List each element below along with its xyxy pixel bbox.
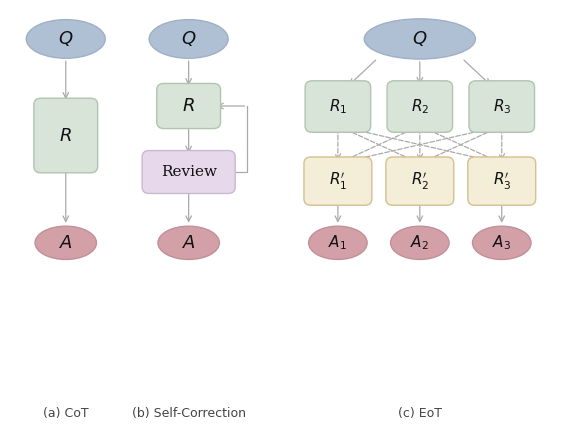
Ellipse shape <box>473 226 531 260</box>
Text: (c) EoT: (c) EoT <box>398 407 442 420</box>
Text: $A$: $A$ <box>182 234 196 252</box>
Text: $Q$: $Q$ <box>181 29 196 48</box>
FancyBboxPatch shape <box>386 157 454 205</box>
FancyBboxPatch shape <box>305 81 370 132</box>
Text: $A$: $A$ <box>59 234 73 252</box>
FancyBboxPatch shape <box>142 150 235 194</box>
Text: $R$: $R$ <box>59 127 72 145</box>
FancyBboxPatch shape <box>468 157 536 205</box>
Text: Review: Review <box>161 165 216 179</box>
Ellipse shape <box>35 226 96 260</box>
Text: $Q$: $Q$ <box>58 29 74 48</box>
Text: (b) Self-Correction: (b) Self-Correction <box>132 407 246 420</box>
Text: $R_3$: $R_3$ <box>493 97 511 116</box>
Ellipse shape <box>309 226 367 260</box>
Text: $R$: $R$ <box>182 97 195 115</box>
Text: $A_3$: $A_3$ <box>492 233 512 252</box>
Ellipse shape <box>364 19 476 59</box>
FancyBboxPatch shape <box>304 157 372 205</box>
FancyBboxPatch shape <box>387 81 453 132</box>
Ellipse shape <box>390 226 449 260</box>
FancyBboxPatch shape <box>469 81 534 132</box>
Ellipse shape <box>149 19 228 58</box>
Text: $R_2$: $R_2$ <box>410 97 429 116</box>
Text: $A_1$: $A_1$ <box>329 233 348 252</box>
Text: $A_2$: $A_2$ <box>410 233 429 252</box>
Text: $R_1$: $R_1$ <box>329 97 347 116</box>
FancyBboxPatch shape <box>157 83 220 129</box>
Text: (a) CoT: (a) CoT <box>43 407 89 420</box>
Text: $Q$: $Q$ <box>412 29 427 48</box>
FancyBboxPatch shape <box>34 98 98 173</box>
Ellipse shape <box>26 19 105 58</box>
Text: $R_3'$: $R_3'$ <box>493 171 511 192</box>
Text: $R_2'$: $R_2'$ <box>410 171 429 192</box>
Ellipse shape <box>158 226 219 260</box>
Text: $R_1'$: $R_1'$ <box>329 171 347 192</box>
